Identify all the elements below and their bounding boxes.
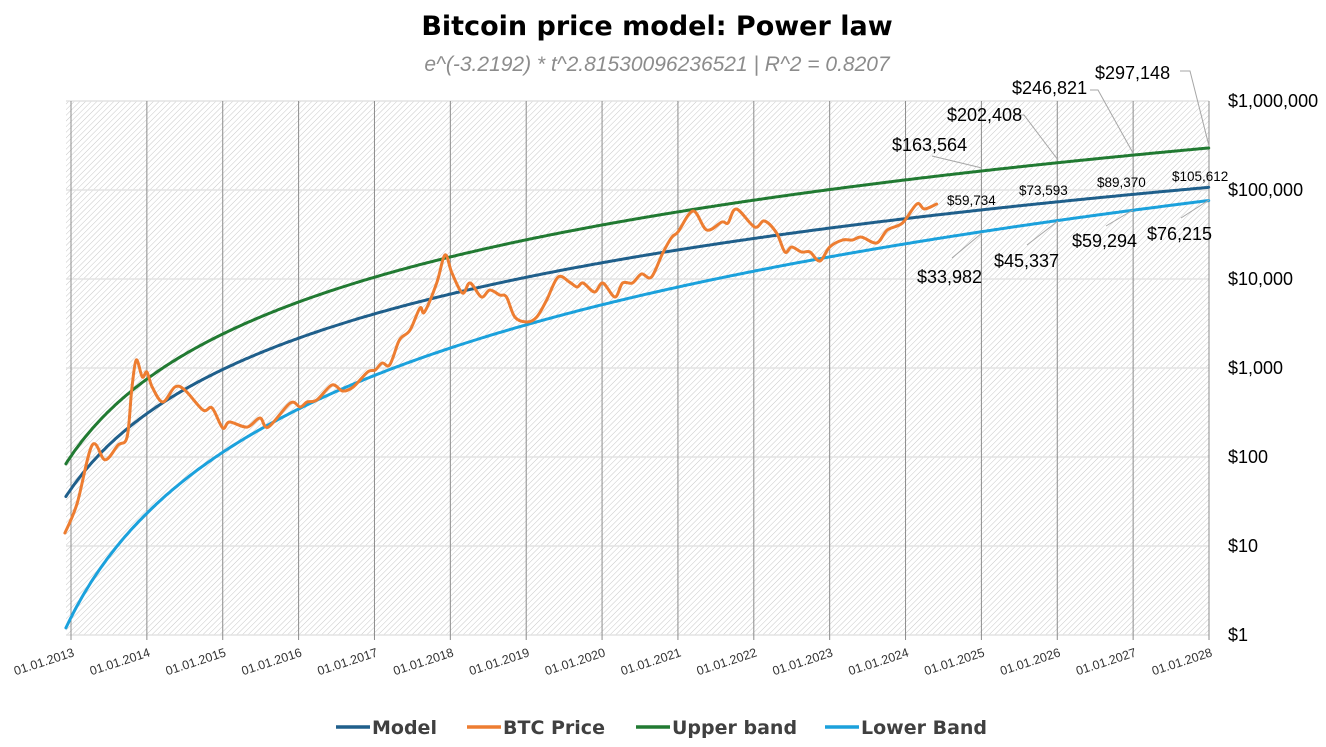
series-line-model	[64, 185, 1211, 498]
lower-label-2027: $59,294	[1072, 231, 1137, 251]
x-tick-label: 01.01.2019	[467, 646, 531, 679]
x-tick-label: 01.01.2016	[240, 646, 304, 679]
x-tick-label: 01.01.2014	[88, 646, 152, 679]
chart-title: Bitcoin price model: Power law	[421, 11, 892, 42]
leader-line	[951, 232, 983, 259]
leader-line	[1014, 114, 1059, 161]
upper-label-2026: $202,408	[947, 105, 1022, 125]
x-tick-label: 01.01.2018	[391, 646, 455, 679]
y-tick-label: $100,000	[1228, 180, 1303, 200]
y-tick-label: $100	[1228, 447, 1268, 467]
x-tick-label: 01.01.2021	[619, 646, 683, 679]
x-tick-label: 01.01.2013	[12, 646, 76, 679]
legend-item-model[interactable]: Model	[336, 717, 437, 739]
leader-line	[1180, 70, 1210, 147]
leader-line	[1090, 89, 1134, 154]
x-tick-label: 01.01.2023	[771, 646, 835, 679]
x-tick-label: 01.01.2026	[998, 646, 1062, 679]
model-label-2026: $73,593	[1019, 183, 1068, 198]
x-axis-labels: 01.01.2013 01.01.2014 01.01.2015 01.01.2016…	[12, 646, 1214, 679]
model-label-2028: $105,612	[1172, 169, 1228, 184]
legend-label-upper-band: Upper band	[672, 717, 797, 739]
lower-label-2025: $33,982	[917, 267, 982, 287]
y-tick-label: $1	[1228, 625, 1248, 645]
lower-label-2026: $45,337	[994, 251, 1059, 271]
x-tick-label: 01.01.2025	[923, 646, 987, 679]
leader-line	[1180, 199, 1210, 219]
model-label-2027: $89,370	[1097, 175, 1146, 190]
data-labels: $163,564 $202,408 $246,821 $297,148 $59,…	[892, 63, 1228, 287]
legend-label-model: Model	[372, 717, 437, 739]
model-label-2025: $59,734	[947, 193, 996, 208]
legend-label-btc-price: BTC Price	[503, 717, 605, 739]
legend: Model BTC Price Upper band Lower Band	[336, 717, 987, 739]
chart-subtitle: e^(-3.2192) * t^2.81530096236521 | R^2 =…	[424, 53, 891, 76]
legend-item-upper-band[interactable]: Upper band	[636, 717, 797, 739]
upper-label-2028: $297,148	[1095, 63, 1170, 83]
leader-line	[1105, 209, 1134, 227]
x-tick-label: 01.01.2027	[1074, 646, 1138, 679]
y-tick-label: $1,000	[1228, 358, 1283, 378]
series-line-btc-price	[63, 202, 939, 535]
series-lines	[63, 146, 1211, 630]
horizontal-gridlines	[66, 100, 1209, 636]
legend-label-lower-band: Lower Band	[861, 717, 987, 739]
upper-label-2027: $246,821	[1012, 78, 1087, 98]
x-tick-label: 01.01.2015	[164, 646, 228, 679]
leader-line	[931, 155, 983, 169]
x-tick-label: 01.01.2017	[316, 646, 380, 679]
lower-label-2028: $76,215	[1147, 224, 1212, 244]
y-axis-labels: $1 $10 $100 $1,000 $10,000 $100,000 $1,000,000	[1228, 91, 1318, 645]
legend-item-lower-band[interactable]: Lower Band	[825, 717, 987, 739]
series-line-lower-band	[64, 199, 1211, 630]
leader-line	[1026, 220, 1059, 246]
legend-item-btc-price[interactable]: BTC Price	[467, 717, 605, 739]
x-tick-label: 01.01.2028	[1150, 646, 1214, 679]
y-tick-label: $10,000	[1228, 269, 1293, 289]
series-line-upper-band	[64, 146, 1211, 466]
y-tick-label: $10	[1228, 536, 1258, 556]
x-tick-label: 01.01.2022	[695, 646, 759, 679]
x-tick-label: 01.01.2020	[543, 646, 607, 679]
y-tick-label: $1,000,000	[1228, 91, 1318, 111]
x-tick-label: 01.01.2024	[847, 646, 911, 679]
upper-label-2025: $163,564	[892, 135, 967, 155]
